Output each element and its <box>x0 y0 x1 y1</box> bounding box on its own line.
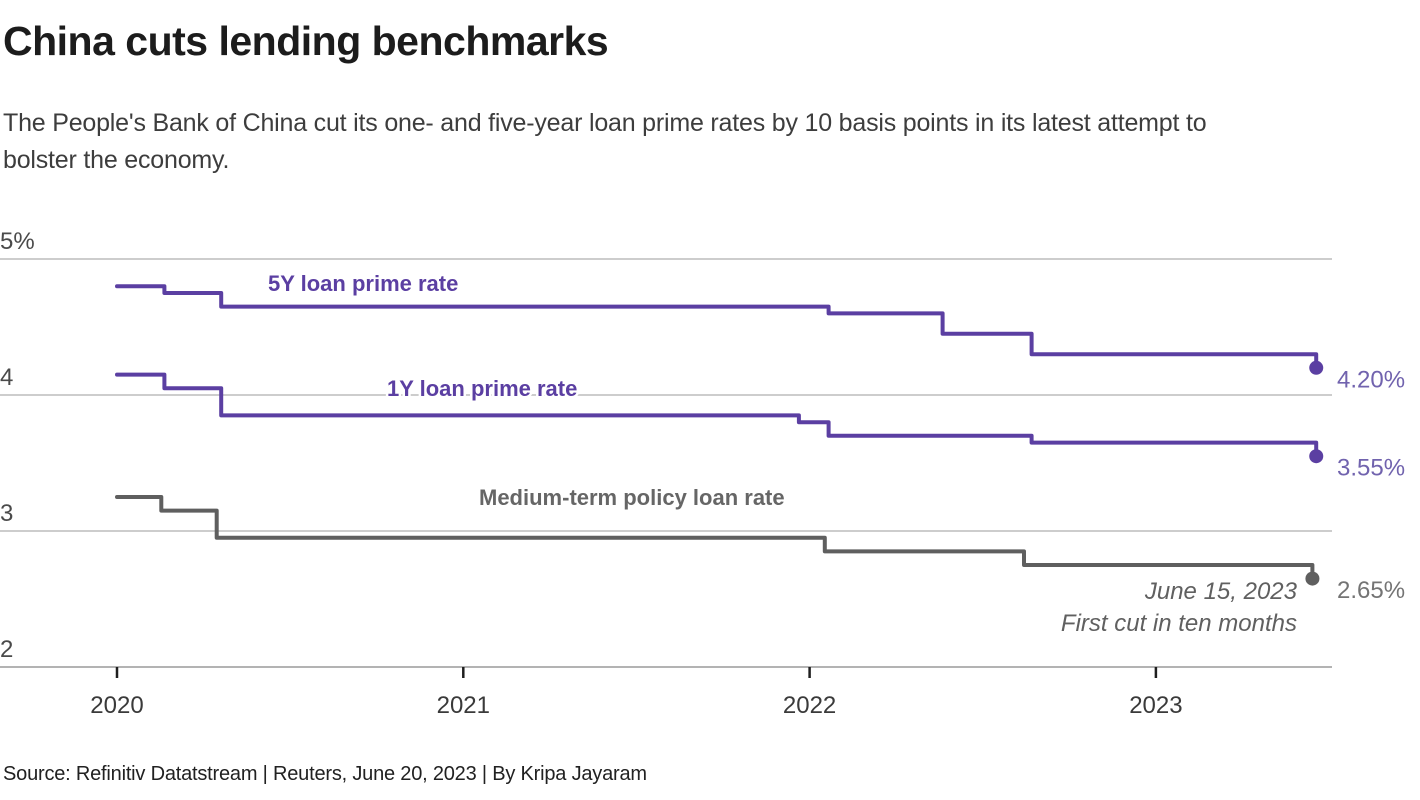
x-tick-label-2021: 2021 <box>437 692 490 719</box>
chart-subtitle: The People's Bank of China cut its one- … <box>3 105 1207 179</box>
series-line-medium-term-policy-loan-rate <box>115 495 1315 581</box>
chart-subtitle-line-1: The People's Bank of China cut its one- … <box>3 109 1207 137</box>
annotation-line-1: June 15, 2023 <box>1144 578 1298 605</box>
series-label-1y-loan-prime-rate: 1Y loan prime rate <box>387 376 577 401</box>
series-end-label-medium-term-policy-loan-rate: 2.65% <box>1337 577 1405 604</box>
series-label-5y-loan-prime-rate: 5Y loan prime rate <box>268 271 458 296</box>
y-tick-label-4: 4 <box>0 364 13 391</box>
y-tick-label-3: 3 <box>0 500 13 527</box>
series-line-5y-loan-prime-rate <box>115 284 1319 370</box>
series-end-dot-5y-loan-prime-rate <box>1309 360 1324 375</box>
series-line-1y-loan-prime-rate <box>115 372 1319 459</box>
x-tick-label-2020: 2020 <box>90 692 143 719</box>
series-end-label-1y-loan-prime-rate: 3.55% <box>1337 455 1405 482</box>
annotation-line-2: First cut in ten months <box>1061 610 1297 637</box>
chart-subtitle-line-2: bolster the economy. <box>3 146 230 174</box>
x-tick-label-2023: 2023 <box>1129 692 1182 719</box>
y-tick-label-5: 5% <box>0 228 35 255</box>
series-end-label-5y-loan-prime-rate: 4.20% <box>1337 366 1405 393</box>
series-end-dot-medium-term-policy-loan-rate <box>1305 571 1320 586</box>
x-tick-label-2022: 2022 <box>783 692 836 719</box>
series-end-dot-1y-loan-prime-rate <box>1309 449 1324 464</box>
series-label-medium-term-policy-loan-rate: Medium-term policy loan rate <box>479 485 785 510</box>
source-line: Source: Refinitiv Datatstream | Reuters,… <box>3 763 647 785</box>
y-tick-label-2: 2 <box>0 636 13 663</box>
chart-title: China cuts lending benchmarks <box>3 18 609 64</box>
